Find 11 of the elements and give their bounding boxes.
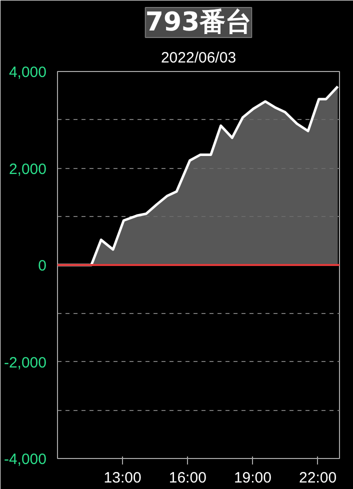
x-tick-label: 22:00: [299, 470, 337, 486]
x-tick-label: 19:00: [234, 470, 272, 486]
chart-subtitle: 2022/06/03: [160, 50, 236, 66]
x-tick-label: 13:00: [104, 470, 142, 486]
x-tick-label: 16:00: [168, 470, 206, 486]
y-tick-label: -2,000: [4, 354, 47, 372]
y-tick-label: 2,000: [8, 160, 47, 178]
chart-title: 793番台: [145, 8, 252, 38]
y-tick-label: -4,000: [4, 451, 47, 468]
y-tick-label: 0: [38, 258, 46, 274]
y-tick-label: 4,000: [8, 64, 47, 81]
